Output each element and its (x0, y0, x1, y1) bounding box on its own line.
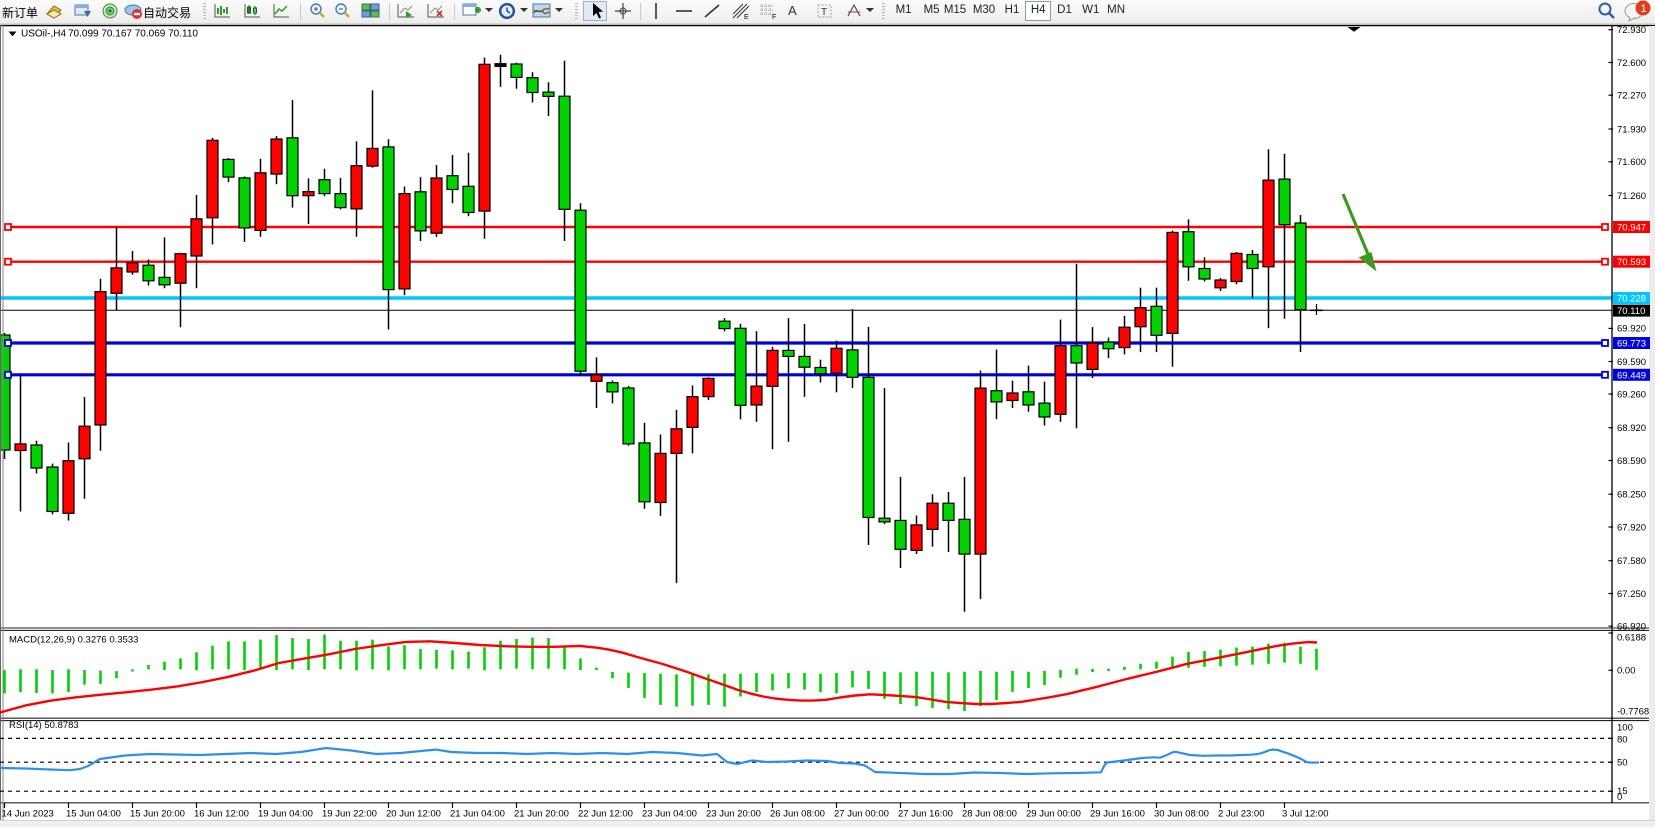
svg-text:67.920: 67.920 (1617, 522, 1646, 533)
svg-text:72.270: 72.270 (1617, 91, 1646, 102)
svg-text:0.00: 0.00 (1617, 666, 1636, 677)
svg-text:66.920: 66.920 (1617, 622, 1646, 633)
svg-text:80: 80 (1617, 734, 1628, 745)
svg-text:100: 100 (1617, 722, 1633, 733)
svg-text:71.930: 71.930 (1617, 124, 1646, 135)
svg-text:68.920: 68.920 (1617, 423, 1646, 434)
svg-text:16 Jun 12:00: 16 Jun 12:00 (194, 809, 249, 820)
svg-text:0: 0 (1617, 792, 1622, 803)
svg-text:21 Jun 20:00: 21 Jun 20:00 (514, 809, 569, 820)
svg-text:69.260: 69.260 (1617, 389, 1646, 400)
svg-text:3 Jul 12:00: 3 Jul 12:00 (1282, 809, 1328, 820)
svg-text:30 Jun 08:00: 30 Jun 08:00 (1154, 809, 1209, 820)
svg-text:71.600: 71.600 (1617, 157, 1646, 168)
svg-text:27 Jun 16:00: 27 Jun 16:00 (898, 809, 953, 820)
svg-text:E: E (744, 14, 749, 20)
svg-text:23 Jun 04:00: 23 Jun 04:00 (642, 809, 697, 820)
svg-text:23 Jun 20:00: 23 Jun 20:00 (706, 809, 761, 820)
svg-text:68.250: 68.250 (1617, 490, 1646, 501)
svg-text:21 Jun 04:00: 21 Jun 04:00 (450, 809, 505, 820)
svg-text:70.099 70.167 70.069 70.110: 70.099 70.167 70.069 70.110 (68, 29, 198, 40)
svg-text:69.590: 69.590 (1617, 357, 1646, 368)
svg-text:0.6188: 0.6188 (1617, 633, 1646, 644)
svg-text:F: F (772, 14, 776, 20)
svg-text:50: 50 (1617, 758, 1628, 769)
svg-text:67.250: 67.250 (1617, 589, 1646, 600)
svg-text:72.930: 72.930 (1617, 25, 1646, 36)
svg-text:28 Jun 08:00: 28 Jun 08:00 (962, 809, 1017, 820)
svg-text:MACD(12,26,9) 0.3276 0.3533: MACD(12,26,9) 0.3276 0.3533 (9, 635, 138, 646)
svg-text:T: T (821, 7, 827, 18)
svg-text:70.228: 70.228 (1617, 294, 1646, 305)
svg-text:70.593: 70.593 (1617, 257, 1646, 268)
svg-text:15 Jun 04:00: 15 Jun 04:00 (66, 809, 121, 820)
svg-text:69.773: 69.773 (1617, 339, 1646, 350)
svg-text:RSI(14) 50.8783: RSI(14) 50.8783 (9, 720, 79, 731)
svg-text:20 Jun 12:00: 20 Jun 12:00 (386, 809, 441, 820)
svg-text:15 Jun 20:00: 15 Jun 20:00 (130, 809, 185, 820)
svg-text:19 Jun 04:00: 19 Jun 04:00 (258, 809, 313, 820)
svg-text:29 Jun 00:00: 29 Jun 00:00 (1026, 809, 1081, 820)
svg-text:69.449: 69.449 (1617, 370, 1646, 381)
svg-text:19 Jun 22:00: 19 Jun 22:00 (322, 809, 377, 820)
svg-text:-0.7768: -0.7768 (1617, 706, 1649, 717)
svg-text:22 Jun 12:00: 22 Jun 12:00 (578, 809, 633, 820)
svg-text:70.110: 70.110 (1617, 306, 1645, 317)
svg-text:72.600: 72.600 (1617, 58, 1646, 69)
svg-text:2 Jul 23:00: 2 Jul 23:00 (1218, 809, 1264, 820)
svg-text:26 Jun 08:00: 26 Jun 08:00 (770, 809, 825, 820)
svg-text:70.947: 70.947 (1617, 223, 1646, 234)
svg-text:68.590: 68.590 (1617, 456, 1646, 467)
svg-text:14 Jun 2023: 14 Jun 2023 (2, 809, 54, 820)
svg-text:1: 1 (1641, 3, 1647, 15)
svg-text:29 Jun 16:00: 29 Jun 16:00 (1090, 809, 1145, 820)
svg-text:67.580: 67.580 (1617, 556, 1646, 567)
svg-text:69.920: 69.920 (1617, 324, 1646, 335)
svg-text:15: 15 (1617, 786, 1628, 797)
svg-text:USOil-,H4: USOil-,H4 (21, 29, 66, 40)
svg-text:27 Jun 00:00: 27 Jun 00:00 (834, 809, 889, 820)
svg-text:71.260: 71.260 (1617, 191, 1646, 202)
